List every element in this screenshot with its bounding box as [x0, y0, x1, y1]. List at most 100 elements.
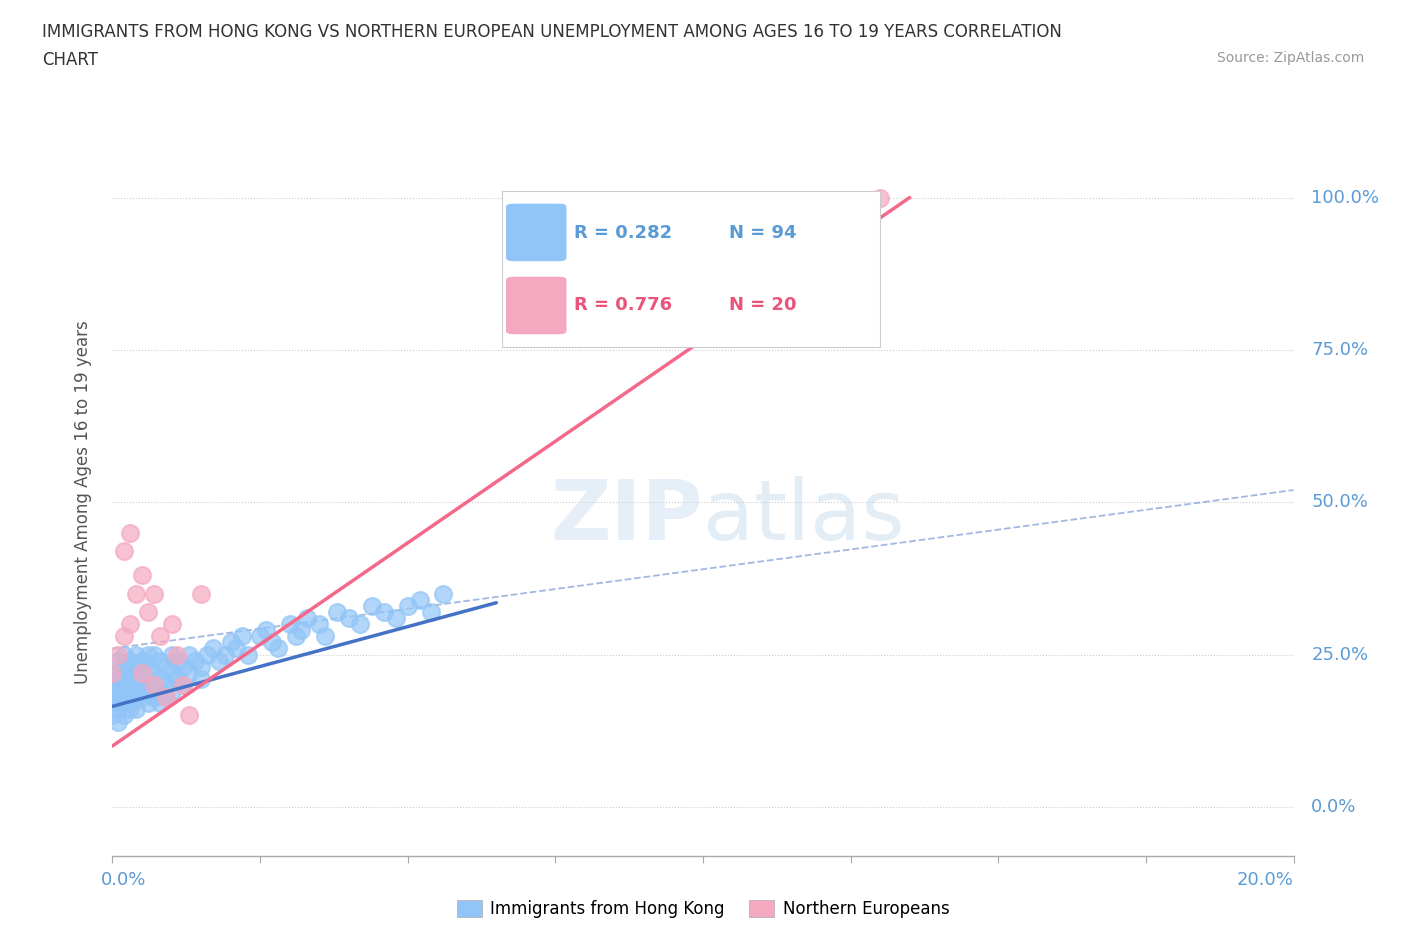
Point: [125, 665, 148, 680]
Point: [337, 610, 360, 625]
Point: [125, 702, 148, 717]
Point: [107, 665, 129, 680]
Point: [219, 635, 242, 650]
Point: [120, 690, 142, 705]
Point: [131, 665, 153, 680]
Point: [290, 623, 312, 638]
Point: [101, 665, 124, 680]
Point: [155, 678, 177, 693]
Point: [101, 696, 124, 711]
Point: [166, 671, 188, 686]
Point: [326, 604, 349, 619]
Point: [101, 678, 124, 693]
Point: [112, 543, 135, 558]
Point: [125, 647, 148, 662]
Point: [125, 678, 148, 693]
Point: [131, 568, 153, 583]
Point: [160, 665, 183, 680]
Point: [120, 671, 142, 686]
Point: [284, 629, 307, 644]
Point: [120, 659, 142, 674]
Point: [172, 678, 194, 693]
Point: [120, 525, 142, 540]
Point: [112, 647, 135, 662]
Point: [112, 696, 135, 711]
Point: [142, 586, 165, 601]
Point: [107, 678, 129, 693]
Point: [107, 690, 129, 705]
Point: [160, 647, 183, 662]
Point: [112, 629, 135, 644]
Point: [131, 665, 153, 680]
Point: [149, 629, 172, 644]
Point: [107, 702, 129, 717]
Point: [136, 604, 159, 619]
Point: [396, 598, 419, 613]
Point: [184, 653, 207, 668]
Point: [136, 684, 159, 698]
Point: [101, 690, 124, 705]
Point: [179, 665, 201, 680]
Point: [131, 671, 153, 686]
Point: [107, 714, 129, 729]
Point: [201, 641, 224, 656]
Point: [107, 647, 129, 662]
Point: [278, 617, 301, 631]
Point: [112, 708, 135, 723]
Point: [432, 586, 454, 601]
Point: [190, 671, 212, 686]
Point: [142, 678, 165, 693]
Point: [166, 653, 188, 668]
Point: [172, 678, 194, 693]
Point: [254, 623, 277, 638]
Point: [208, 653, 231, 668]
Point: [131, 690, 153, 705]
Point: [107, 684, 129, 698]
Point: [190, 586, 212, 601]
Text: 0.0%: 0.0%: [1312, 798, 1357, 816]
Legend: Immigrants from Hong Kong, Northern Europeans: Immigrants from Hong Kong, Northern Euro…: [450, 894, 956, 925]
Text: IMMIGRANTS FROM HONG KONG VS NORTHERN EUROPEAN UNEMPLOYMENT AMONG AGES 16 TO 19 : IMMIGRANTS FROM HONG KONG VS NORTHERN EU…: [42, 23, 1062, 41]
Text: 20.0%: 20.0%: [1237, 870, 1294, 889]
Text: 75.0%: 75.0%: [1312, 341, 1368, 359]
Point: [142, 690, 165, 705]
Point: [361, 598, 384, 613]
Point: [136, 696, 159, 711]
Point: [120, 678, 142, 693]
Point: [172, 659, 194, 674]
Text: CHART: CHART: [42, 51, 98, 69]
Point: [155, 690, 177, 705]
Point: [112, 659, 135, 674]
Point: [238, 647, 260, 662]
Text: 100.0%: 100.0%: [1312, 189, 1379, 206]
Text: atlas: atlas: [703, 476, 904, 557]
Point: [420, 604, 443, 619]
Text: Source: ZipAtlas.com: Source: ZipAtlas.com: [1216, 51, 1364, 65]
Point: [179, 708, 201, 723]
Point: [120, 617, 142, 631]
Point: [142, 665, 165, 680]
Point: [297, 610, 319, 625]
Point: [869, 190, 891, 205]
Point: [149, 671, 172, 686]
Point: [112, 678, 135, 693]
Y-axis label: Unemployment Among Ages 16 to 19 years: Unemployment Among Ages 16 to 19 years: [73, 320, 91, 684]
Point: [131, 653, 153, 668]
Point: [120, 684, 142, 698]
Point: [136, 659, 159, 674]
Point: [107, 671, 129, 686]
Point: [225, 641, 247, 656]
Point: [373, 604, 395, 619]
Point: [160, 617, 183, 631]
Point: [120, 696, 142, 711]
Point: [107, 653, 129, 668]
Point: [142, 647, 165, 662]
Text: 0.0%: 0.0%: [101, 870, 146, 889]
Text: 50.0%: 50.0%: [1312, 493, 1368, 512]
Point: [101, 708, 124, 723]
Point: [112, 684, 135, 698]
Point: [112, 665, 135, 680]
Point: [125, 586, 148, 601]
Point: [120, 653, 142, 668]
Point: [385, 610, 408, 625]
